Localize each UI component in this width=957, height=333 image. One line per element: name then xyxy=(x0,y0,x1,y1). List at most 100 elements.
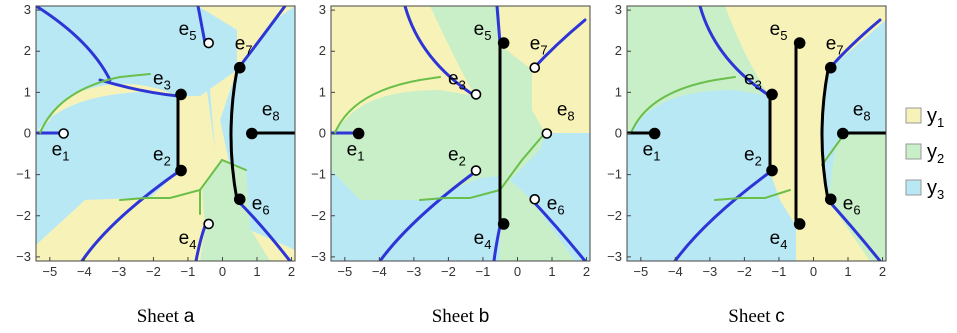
y-tick-label: 1 xyxy=(24,84,31,99)
region-y1-upper xyxy=(725,6,796,226)
legend-label-base: y xyxy=(927,105,937,127)
point-label-base: e xyxy=(179,228,190,249)
region-boundary xyxy=(630,76,736,134)
y-tick-label: 0 xyxy=(615,126,622,141)
point-label-subscript: 8 xyxy=(272,109,279,124)
branch-point-marker xyxy=(175,88,187,101)
point-label-base: e xyxy=(557,100,568,121)
x-tick-label: 2 xyxy=(879,264,886,279)
region-y3-right-upper xyxy=(827,20,886,133)
caption-word: Sheet xyxy=(728,306,775,327)
point-label: e2 xyxy=(744,145,762,169)
x-tick-label: −3 xyxy=(406,264,421,279)
point-label: e2 xyxy=(448,145,466,169)
point-label-subscript: 2 xyxy=(459,154,466,169)
y-tick-label: 2 xyxy=(319,43,326,58)
cut-line xyxy=(495,6,502,45)
point-label-base: e xyxy=(179,19,190,40)
y-tick-label: 0 xyxy=(24,126,31,141)
cut-line xyxy=(403,6,477,98)
cut-line xyxy=(196,6,207,45)
point-label-subscript: 5 xyxy=(780,28,787,43)
caption-word: Sheet xyxy=(137,306,184,327)
point-label-base: e xyxy=(547,193,558,214)
branch-point-marker xyxy=(766,88,778,101)
y-tick-label: −3 xyxy=(311,249,326,264)
branch-point-marker xyxy=(352,127,365,140)
point-label: e6 xyxy=(547,193,565,217)
x-tick-label: 0 xyxy=(219,264,226,279)
branch-point-marker xyxy=(541,128,553,139)
point-label: e4 xyxy=(770,228,788,252)
point-label-base: e xyxy=(770,19,781,40)
branch-point-marker xyxy=(648,127,661,140)
point-label-base: e xyxy=(52,140,63,161)
y-tick-label: −1 xyxy=(607,167,622,182)
point-label-subscript: 7 xyxy=(245,43,252,58)
point-label-subscript: 5 xyxy=(189,28,196,43)
x-tick-label: −2 xyxy=(737,264,752,279)
legend-label: y1 xyxy=(927,105,944,130)
point-label: e4 xyxy=(474,228,492,252)
point-label-subscript: 8 xyxy=(863,109,870,124)
point-label-subscript: 4 xyxy=(484,237,491,252)
region-y3-right xyxy=(510,133,590,261)
point-label-subscript: 6 xyxy=(557,202,564,217)
point-label: e8 xyxy=(557,100,575,124)
point-label-subscript: 3 xyxy=(755,77,762,92)
branch-point-marker xyxy=(470,165,482,176)
branch-point-marker xyxy=(58,128,69,139)
region-y1-right-upper xyxy=(796,6,886,226)
y-tick-label: 1 xyxy=(615,84,622,99)
branch-point-marker xyxy=(497,37,510,49)
branch-point-marker xyxy=(203,37,214,49)
point-label: e1 xyxy=(52,140,70,164)
point-label: e8 xyxy=(853,100,871,124)
y-tick-label: −3 xyxy=(607,249,622,264)
region-boundary xyxy=(119,158,247,201)
branch-point-marker xyxy=(766,164,778,177)
branch-point-marker xyxy=(529,62,541,73)
caption-word: Sheet xyxy=(432,306,479,327)
branch-point-marker xyxy=(824,193,837,206)
cut-line xyxy=(698,6,772,98)
point-label-subscript: 3 xyxy=(459,77,466,92)
point-label-subscript: 1 xyxy=(653,149,660,164)
axis-ticks: −5 −4 −3 −2 −1 0 1 2 3 2 1 0 −1 −2 −3 −5 −4 −3 −2 −1 0 1 2 3 2 1 0… xyxy=(16,2,886,279)
legend-label-base: y xyxy=(927,141,937,163)
cut-line xyxy=(826,198,882,261)
region-boundary xyxy=(419,132,546,201)
x-tick-label: −3 xyxy=(111,264,126,279)
x-tick-label: 1 xyxy=(844,264,851,279)
panel-sheet-a xyxy=(35,5,296,262)
point-label-base: e xyxy=(843,193,854,214)
point-label-subscript: 2 xyxy=(755,154,762,169)
point-label: e3 xyxy=(153,68,171,92)
x-tick-label: 0 xyxy=(810,264,817,279)
y-tick-label: −2 xyxy=(311,208,326,223)
point-label-subscript: 6 xyxy=(262,202,269,217)
branch-point-marker xyxy=(470,89,482,100)
x-tick-label: −3 xyxy=(702,264,717,279)
point-label-base: e xyxy=(530,34,541,55)
point-label: e5 xyxy=(474,19,492,43)
legend-label-subscript: 3 xyxy=(937,187,944,202)
legend-label: y3 xyxy=(927,177,944,202)
branch-cut xyxy=(229,68,239,202)
y-tick-label: −1 xyxy=(311,167,326,182)
point-label: e1 xyxy=(643,140,661,164)
point-label: e7 xyxy=(235,34,253,58)
panel-sheet-b xyxy=(330,5,591,262)
branch-point-marker xyxy=(175,164,187,177)
region-boundary xyxy=(714,189,791,201)
point-label-base: e xyxy=(153,145,164,166)
y-tick-label: 3 xyxy=(319,2,326,17)
point-label-subscript: 1 xyxy=(62,149,69,164)
x-tick-label: −4 xyxy=(668,264,683,279)
y-tick-label: 2 xyxy=(24,43,31,58)
plot-area-b xyxy=(331,6,590,261)
point-label: e4 xyxy=(179,228,197,252)
panel-caption: Sheet b xyxy=(432,306,490,327)
x-tick-label: −2 xyxy=(146,264,161,279)
